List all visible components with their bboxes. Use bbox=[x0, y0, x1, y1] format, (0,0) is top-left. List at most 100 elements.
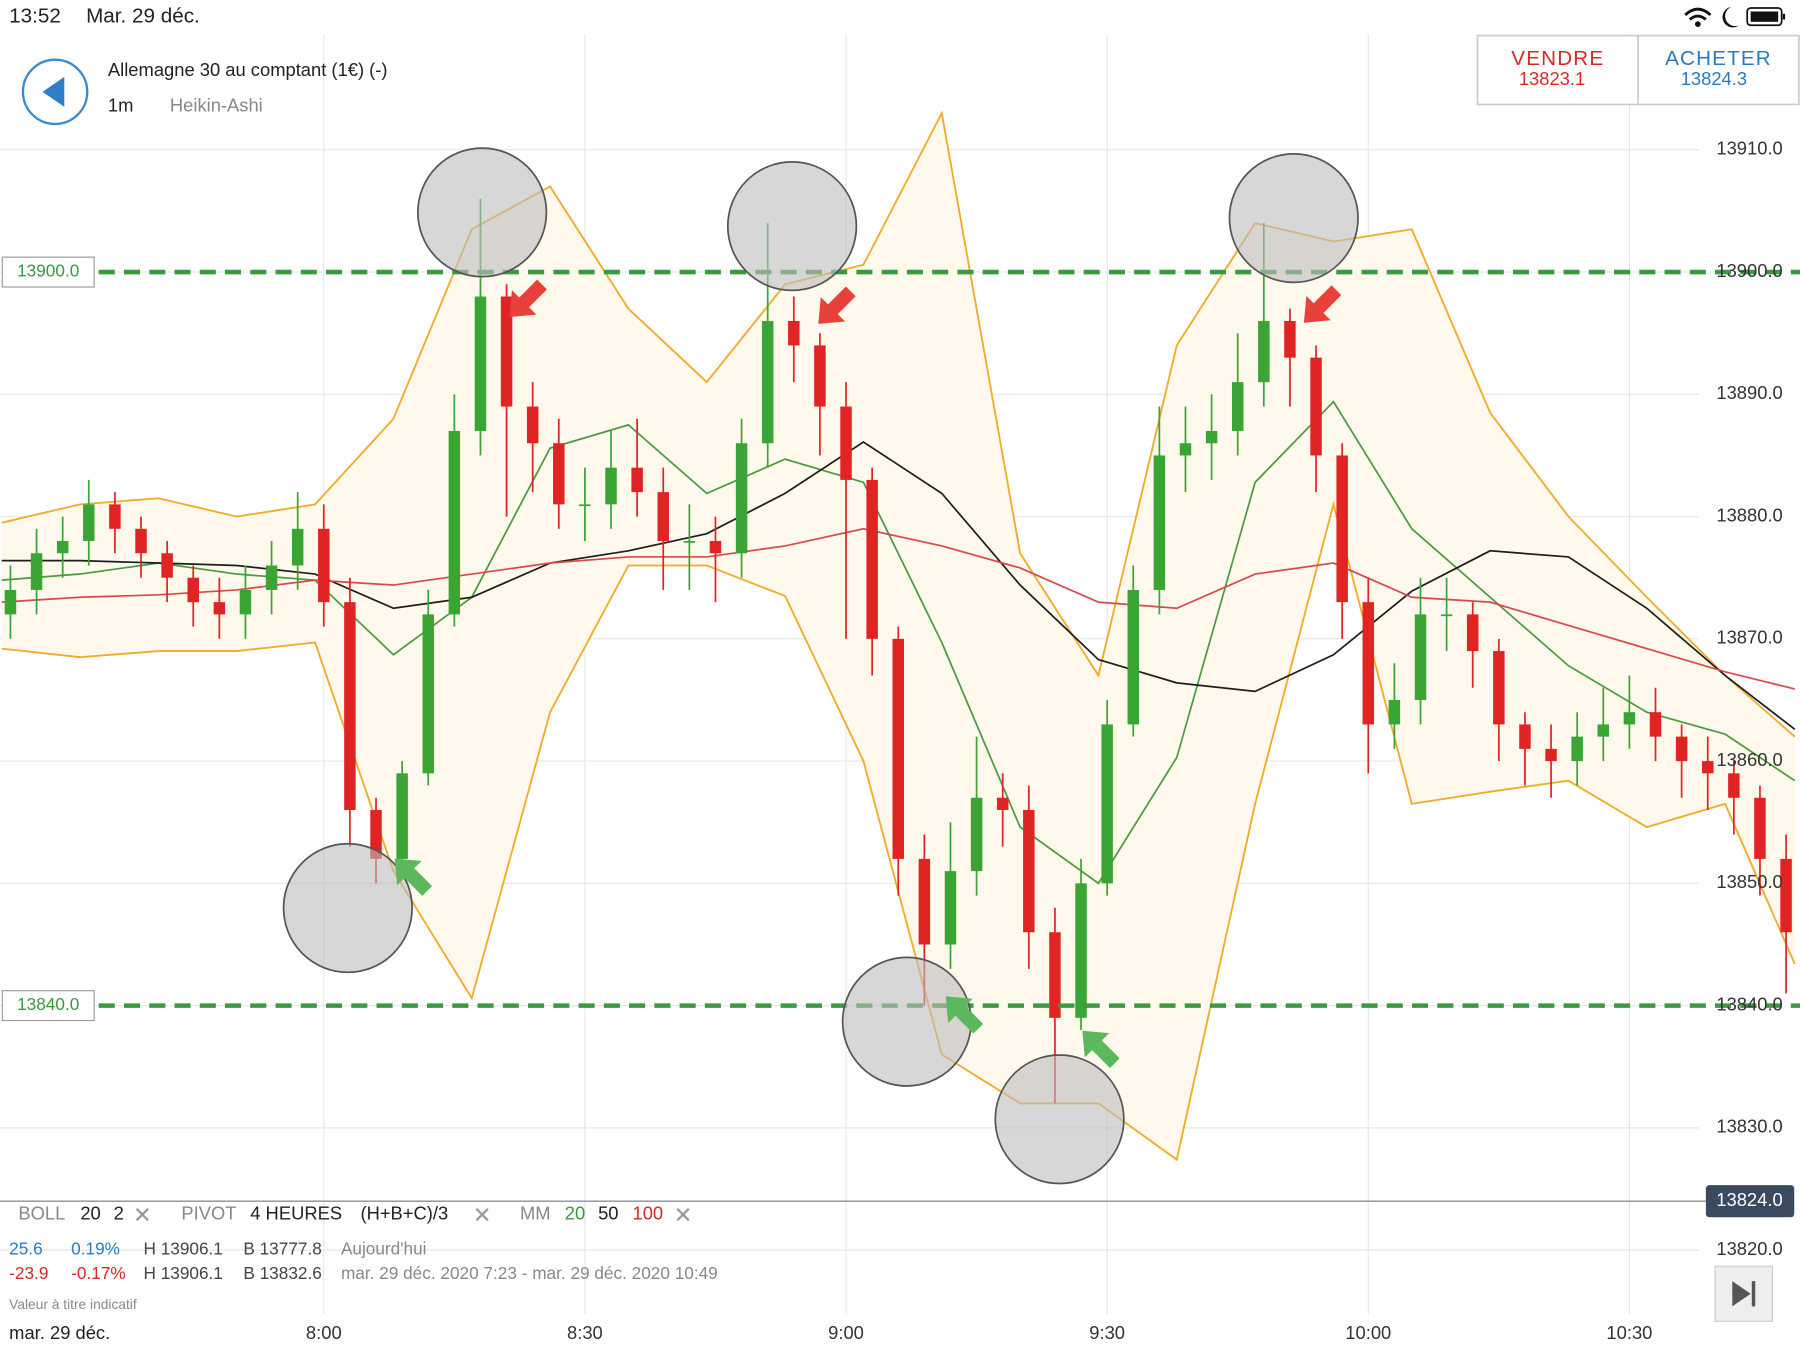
highlight-circle bbox=[1228, 152, 1359, 284]
candle-body bbox=[396, 773, 408, 859]
change: -23.9 bbox=[9, 1263, 48, 1283]
pivot-period: 4 HEURES bbox=[250, 1202, 342, 1223]
candle-body bbox=[135, 528, 147, 554]
y-tick-label: 13860.0 bbox=[1716, 749, 1782, 770]
candle-body bbox=[996, 797, 1009, 811]
annotations bbox=[282, 147, 1359, 1185]
candle-body bbox=[1466, 614, 1479, 652]
candle-body bbox=[239, 589, 252, 615]
candle-body bbox=[83, 504, 95, 542]
remove-indicator[interactable] bbox=[676, 1207, 690, 1222]
date-label: mar. 29 déc. bbox=[9, 1322, 110, 1343]
trade-buttons bbox=[1476, 34, 1800, 106]
candle-body bbox=[709, 541, 722, 554]
candle-body bbox=[161, 553, 173, 578]
highlight-circle bbox=[726, 161, 858, 292]
range: mar. 29 déc. 2020 7:23 - mar. 29 déc. 20… bbox=[341, 1263, 718, 1283]
candle-body bbox=[1388, 699, 1401, 725]
moving-average bbox=[1, 440, 1796, 730]
candle-body bbox=[1258, 320, 1270, 383]
candle-body bbox=[1597, 724, 1610, 737]
chart-style[interactable]: Heikin-Ashi bbox=[170, 95, 263, 116]
instrument-name: Allemagne 30 au comptant (1€) (-) bbox=[108, 59, 388, 80]
candle-body bbox=[474, 296, 487, 432]
candle-body bbox=[944, 871, 957, 945]
candle-body bbox=[1362, 602, 1375, 725]
sell-price[interactable]: 13823.1 bbox=[1519, 68, 1585, 89]
candle-body bbox=[291, 528, 304, 566]
high: H 13906.1 bbox=[143, 1263, 222, 1283]
candle-body bbox=[448, 431, 461, 615]
buy-arrow bbox=[945, 996, 984, 1034]
levels-layer: 13900.0 13840.0 bbox=[0, 256, 1800, 1202]
mm-period: 20 bbox=[565, 1202, 585, 1223]
candle-body bbox=[1728, 773, 1740, 798]
bollinger-upper bbox=[1, 110, 1796, 738]
y-tick-label: 13820.0 bbox=[1716, 1238, 1782, 1259]
candle-body bbox=[1101, 724, 1113, 884]
pivot-name: PIVOT bbox=[181, 1202, 236, 1223]
candle-body bbox=[579, 504, 591, 507]
remove-indicator[interactable] bbox=[475, 1207, 489, 1222]
level-label: 13900.0 bbox=[17, 261, 79, 281]
sell-label[interactable]: VENDRE bbox=[1511, 47, 1604, 70]
back-button[interactable] bbox=[21, 58, 89, 126]
axis-labels: 13820.0 13830.0 13840.0 13850.0 13860.0 13870… bbox=[306, 138, 1795, 1343]
sell-button[interactable]: VENDRE 13823.1 bbox=[1511, 47, 1604, 89]
mm-period: 100 bbox=[633, 1202, 664, 1223]
candle-body bbox=[109, 504, 121, 529]
candle-body bbox=[187, 577, 199, 603]
candle-body bbox=[657, 492, 669, 542]
buy-arrow bbox=[394, 858, 433, 896]
candle-body bbox=[892, 638, 904, 859]
level-label-box bbox=[1, 256, 95, 288]
candle-body bbox=[1336, 455, 1348, 603]
y-tick-label: 13840.0 bbox=[1716, 993, 1782, 1014]
candle-body bbox=[683, 541, 696, 543]
buy-arrow bbox=[1082, 1030, 1120, 1069]
candle-body bbox=[1493, 651, 1505, 725]
low: B 13832.6 bbox=[243, 1263, 321, 1283]
candle-body bbox=[1205, 431, 1218, 444]
candle-body bbox=[605, 467, 617, 505]
candle-body bbox=[1675, 736, 1688, 762]
y-tick-label: 13870.0 bbox=[1716, 627, 1782, 648]
last-price-label: 13824.0 bbox=[1716, 1189, 1782, 1210]
candle-body bbox=[788, 320, 800, 346]
jump-to-end[interactable] bbox=[1714, 1265, 1774, 1322]
x-tick-label: 9:30 bbox=[1089, 1322, 1125, 1343]
candle-body bbox=[370, 810, 382, 859]
candle-body bbox=[4, 589, 17, 615]
y-tick-label: 13910.0 bbox=[1716, 138, 1782, 159]
candle-body bbox=[422, 614, 434, 774]
x-tick-label: 9:00 bbox=[828, 1322, 864, 1343]
sell-arrow bbox=[509, 279, 547, 317]
candle-body bbox=[30, 553, 43, 590]
status-icons bbox=[1684, 6, 1786, 28]
level-label-box bbox=[1, 990, 95, 1022]
highlight-circle bbox=[416, 147, 548, 278]
candle-body bbox=[1049, 932, 1061, 1018]
candle-body bbox=[1284, 320, 1296, 358]
last-price-box bbox=[1705, 1185, 1795, 1218]
sell-arrow bbox=[818, 286, 856, 324]
candle-body bbox=[1623, 712, 1636, 725]
candle-body bbox=[1780, 858, 1792, 933]
buy-label[interactable]: ACHETER bbox=[1665, 47, 1772, 70]
candle-body bbox=[1153, 455, 1166, 590]
buy-button[interactable]: ACHETER 13824.3 bbox=[1665, 47, 1772, 89]
candle-body bbox=[526, 406, 539, 444]
status-bar bbox=[0, 0, 1800, 35]
buy-price[interactable]: 13824.3 bbox=[1681, 68, 1747, 89]
remove-indicator[interactable] bbox=[135, 1207, 149, 1222]
boll-deviation: 2 bbox=[114, 1202, 124, 1223]
mm-name: MM bbox=[520, 1202, 551, 1223]
candle-body bbox=[1754, 797, 1766, 859]
interval[interactable]: 1m bbox=[108, 95, 134, 116]
candle-body bbox=[318, 528, 330, 603]
candle-body bbox=[553, 443, 565, 505]
y-tick-label: 13830.0 bbox=[1716, 1116, 1782, 1137]
highlight-circle bbox=[994, 1054, 1125, 1185]
candle-body bbox=[500, 296, 513, 407]
